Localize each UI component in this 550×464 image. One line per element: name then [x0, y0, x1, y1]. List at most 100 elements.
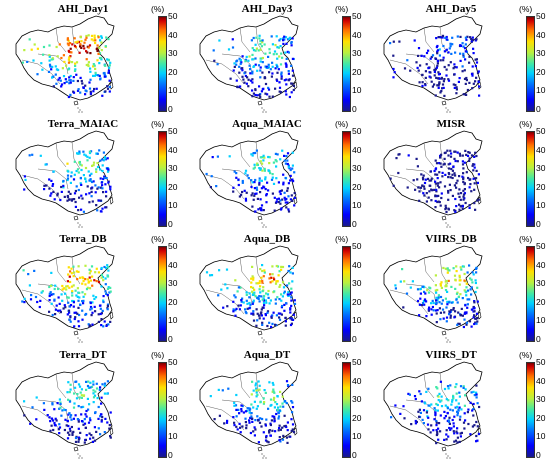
station-dot	[465, 79, 468, 82]
station-dot	[84, 264, 87, 267]
station-dot	[90, 34, 94, 37]
station-dot	[240, 408, 243, 411]
station-dot	[440, 405, 444, 408]
station-dot	[60, 185, 63, 189]
station-dot	[452, 165, 455, 169]
station-dot	[406, 186, 409, 189]
station-dot	[261, 279, 264, 282]
station-dot	[464, 82, 467, 85]
station-dot	[471, 425, 474, 428]
station-dot	[430, 179, 433, 182]
station-dot	[455, 392, 458, 395]
station-dot	[275, 177, 278, 180]
station-dot	[251, 70, 254, 73]
station-dot	[419, 292, 422, 295]
station-dot	[87, 46, 90, 49]
station-dot	[77, 440, 80, 443]
province-boundary	[405, 283, 437, 305]
station-dot	[271, 415, 274, 418]
station-dot	[451, 173, 454, 176]
station-dot	[101, 309, 104, 312]
station-dot	[264, 439, 268, 442]
station-dot	[225, 421, 229, 424]
station-dot	[226, 419, 229, 422]
station-dot	[292, 180, 295, 183]
station-dot	[100, 266, 103, 270]
station-dot	[258, 181, 261, 185]
station-dot	[107, 266, 110, 269]
station-dot	[475, 420, 478, 424]
station-dot	[442, 44, 445, 48]
colorbar-tick-label: 40	[536, 29, 546, 40]
station-dot	[473, 310, 476, 313]
station-dot	[216, 63, 219, 66]
station-dot	[97, 36, 100, 39]
station-dot	[459, 415, 462, 418]
station-dot	[289, 168, 292, 172]
country-boundary	[15, 130, 115, 216]
station-dot	[233, 424, 236, 427]
station-dot	[264, 82, 268, 86]
station-dot	[392, 184, 395, 187]
station-dot	[437, 84, 440, 87]
station-dot	[458, 77, 461, 80]
station-dot	[48, 59, 51, 62]
station-dot	[417, 410, 420, 413]
station-dot	[69, 81, 72, 84]
station-dot	[434, 199, 437, 203]
station-dot	[254, 57, 257, 60]
station-dot	[459, 293, 462, 296]
station-dot	[274, 401, 277, 404]
station-dot	[285, 42, 288, 45]
station-dot	[50, 58, 53, 61]
station-dot	[285, 65, 288, 68]
station-dot	[472, 47, 475, 50]
station-dot	[82, 295, 85, 298]
station-dot	[258, 85, 261, 88]
station-dot	[99, 186, 102, 189]
station-dot	[437, 399, 440, 402]
station-dot	[444, 404, 447, 407]
station-dot	[264, 423, 267, 426]
station-dot	[465, 311, 468, 314]
station-dot	[287, 291, 290, 294]
station-dot	[438, 171, 441, 174]
station-dot	[67, 413, 70, 416]
station-dot	[438, 301, 441, 304]
station-dot	[103, 392, 106, 395]
station-dot	[466, 306, 469, 309]
station-dot	[277, 312, 280, 315]
station-dot	[474, 80, 477, 83]
station-dot	[453, 73, 456, 76]
station-dot	[455, 186, 458, 189]
station-dot	[63, 82, 66, 85]
station-dot	[427, 49, 430, 52]
station-dot	[463, 69, 466, 72]
station-dot	[453, 63, 456, 66]
station-dot	[232, 69, 235, 72]
station-dot	[252, 389, 255, 392]
station-dot	[456, 414, 459, 417]
station-dot	[255, 192, 258, 195]
station-dot	[440, 165, 443, 168]
station-dot	[274, 87, 277, 90]
station-dot	[449, 384, 452, 387]
colorbar-tick-label: 0	[168, 450, 173, 460]
station-dot	[447, 79, 451, 82]
station-dot	[283, 154, 286, 157]
station-dot	[241, 69, 244, 72]
island-dot	[445, 337, 447, 339]
station-dot	[476, 439, 479, 442]
station-dot	[109, 290, 112, 293]
station-dot	[245, 312, 248, 315]
station-dot	[258, 167, 261, 170]
station-dot	[103, 175, 106, 178]
station-dot	[455, 383, 458, 386]
station-dot	[76, 168, 80, 171]
station-dot	[285, 93, 288, 96]
station-dot	[287, 210, 291, 213]
station-dot	[21, 300, 24, 303]
station-dot	[291, 280, 294, 283]
station-dot	[475, 58, 478, 61]
station-dot	[85, 415, 88, 418]
